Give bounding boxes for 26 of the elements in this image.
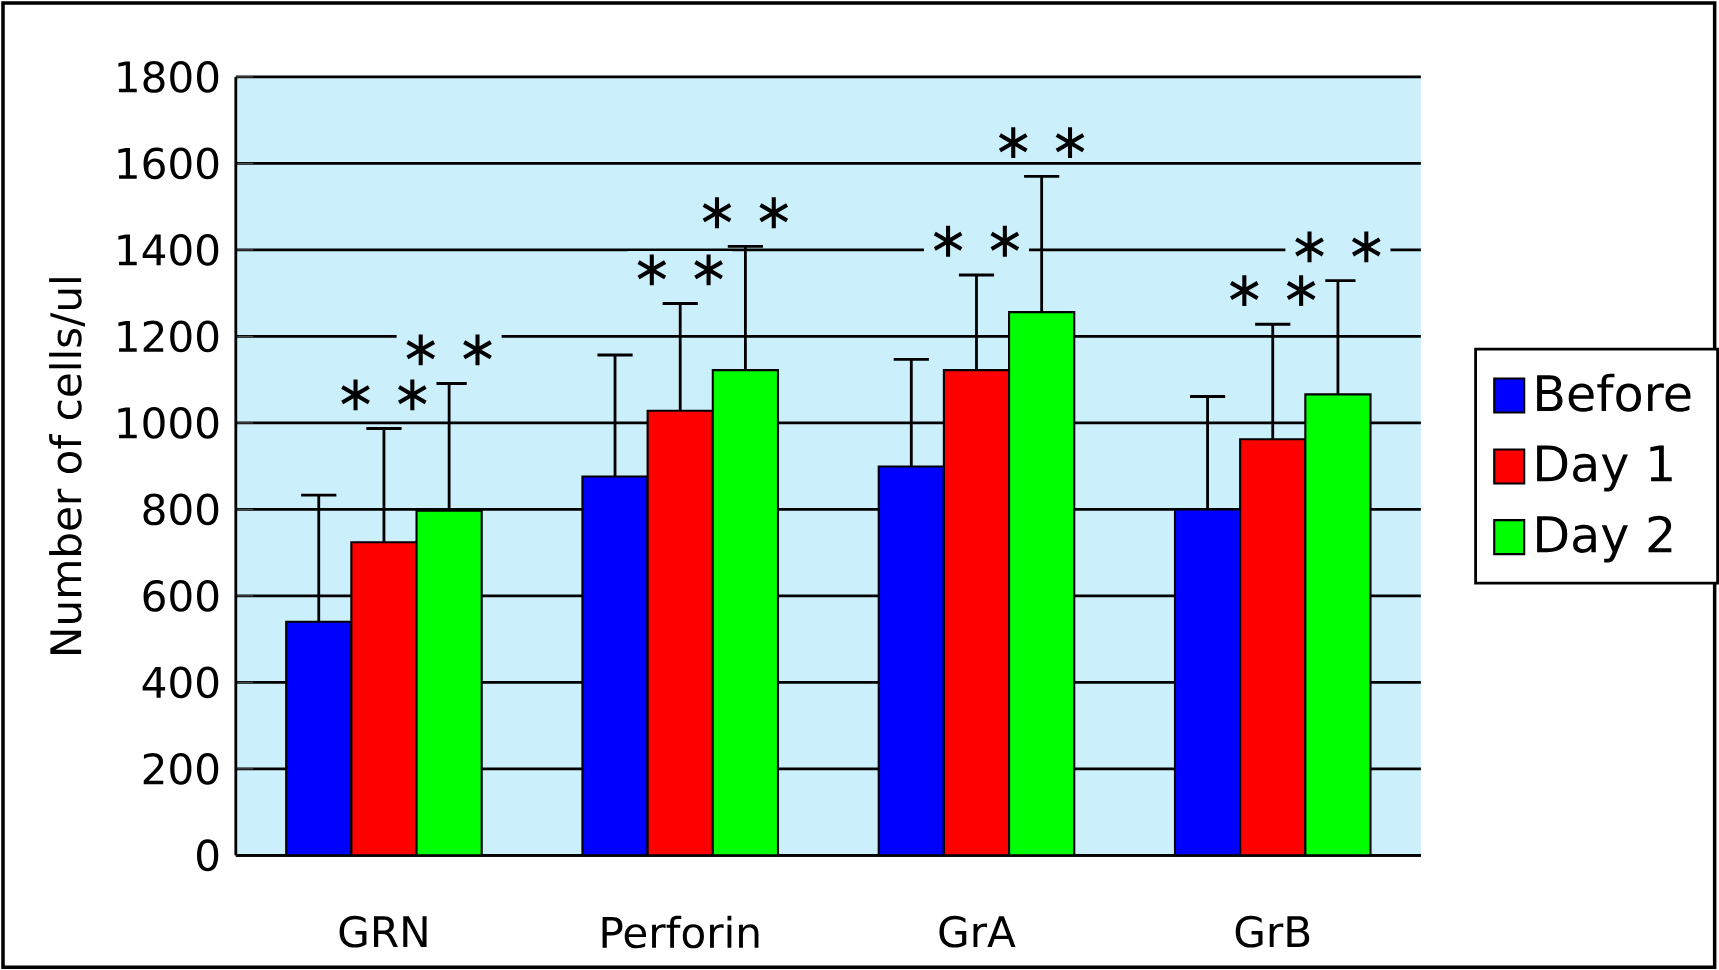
y-tick-label: 200 bbox=[143, 752, 219, 785]
annotation: ∗ ∗ bbox=[998, 127, 1085, 159]
annotation: ∗ ∗ bbox=[702, 197, 789, 229]
annotation: ∗ ∗ bbox=[1230, 275, 1316, 306]
y-tick-label: 0 bbox=[197, 839, 219, 872]
y-tick-label: 1000 bbox=[118, 406, 219, 439]
annotation: ∗ ∗ bbox=[637, 254, 723, 286]
y-tick-label: 1200 bbox=[118, 320, 219, 353]
legend-label: Day 2 bbox=[1537, 515, 1672, 563]
annotation: ∗ ∗ bbox=[933, 225, 1020, 257]
y-tick-label: 800 bbox=[143, 493, 219, 526]
y-tick-label: 1400 bbox=[118, 233, 219, 266]
y-tick-label: 400 bbox=[142, 666, 219, 699]
y-tick-label: 1600 bbox=[118, 147, 219, 180]
annotation: ∗ ∗ bbox=[1295, 231, 1381, 263]
x-tick-label: GrB bbox=[1235, 915, 1310, 948]
x-tick-label: GrA bbox=[939, 915, 1016, 948]
x-tick-label: Perforin bbox=[602, 915, 759, 949]
legend-label: Before bbox=[1537, 373, 1691, 412]
x-tick-label: GRN bbox=[339, 915, 427, 948]
legend-label: Day 1 bbox=[1537, 445, 1672, 492]
annotation: ∗ ∗ bbox=[406, 334, 492, 366]
annotation: ∗ ∗ bbox=[341, 379, 427, 411]
y-tick-label: 600 bbox=[143, 579, 219, 612]
y-axis-title: Number of cells/ul bbox=[49, 278, 86, 654]
y-tick-label: 1800 bbox=[118, 60, 219, 93]
